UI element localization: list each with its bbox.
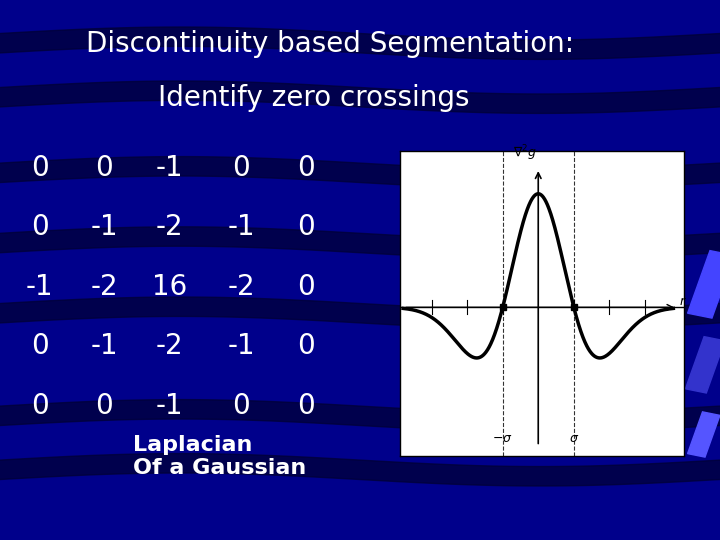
Text: Laplacian
Of a Gaussian: Laplacian Of a Gaussian bbox=[133, 435, 307, 478]
Text: Discontinuity based Segmentation:: Discontinuity based Segmentation: bbox=[86, 30, 575, 58]
Text: -1: -1 bbox=[156, 392, 183, 420]
Text: -1: -1 bbox=[26, 273, 53, 301]
Text: 0: 0 bbox=[297, 213, 315, 241]
Text: 0: 0 bbox=[96, 392, 113, 420]
Text: Identify zero crossings: Identify zero crossings bbox=[158, 84, 470, 112]
Bar bbox=[688, 251, 720, 318]
Text: 0: 0 bbox=[31, 154, 48, 182]
Text: $r$: $r$ bbox=[679, 295, 686, 308]
Text: -1: -1 bbox=[228, 213, 255, 241]
Text: -2: -2 bbox=[228, 273, 255, 301]
Bar bbox=[685, 336, 720, 393]
Text: $-\sigma$: $-\sigma$ bbox=[492, 432, 513, 445]
Text: 0: 0 bbox=[31, 332, 48, 360]
Text: 0: 0 bbox=[233, 392, 250, 420]
Text: 0: 0 bbox=[297, 392, 315, 420]
Text: 0: 0 bbox=[297, 154, 315, 182]
Text: 0: 0 bbox=[96, 154, 113, 182]
Text: 0: 0 bbox=[31, 392, 48, 420]
Text: $\sigma$: $\sigma$ bbox=[569, 432, 579, 445]
Text: -1: -1 bbox=[156, 154, 183, 182]
Text: $\nabla^2 g$: $\nabla^2 g$ bbox=[513, 143, 536, 163]
Text: -2: -2 bbox=[91, 273, 118, 301]
Text: 0: 0 bbox=[297, 273, 315, 301]
Text: -1: -1 bbox=[91, 213, 118, 241]
Bar bbox=[688, 412, 720, 457]
Text: -1: -1 bbox=[91, 332, 118, 360]
Text: 0: 0 bbox=[31, 213, 48, 241]
Text: -2: -2 bbox=[156, 213, 183, 241]
Text: 16: 16 bbox=[152, 273, 186, 301]
Text: 0: 0 bbox=[233, 154, 250, 182]
Text: -2: -2 bbox=[156, 332, 183, 360]
Text: -1: -1 bbox=[228, 332, 255, 360]
Text: 0: 0 bbox=[297, 332, 315, 360]
